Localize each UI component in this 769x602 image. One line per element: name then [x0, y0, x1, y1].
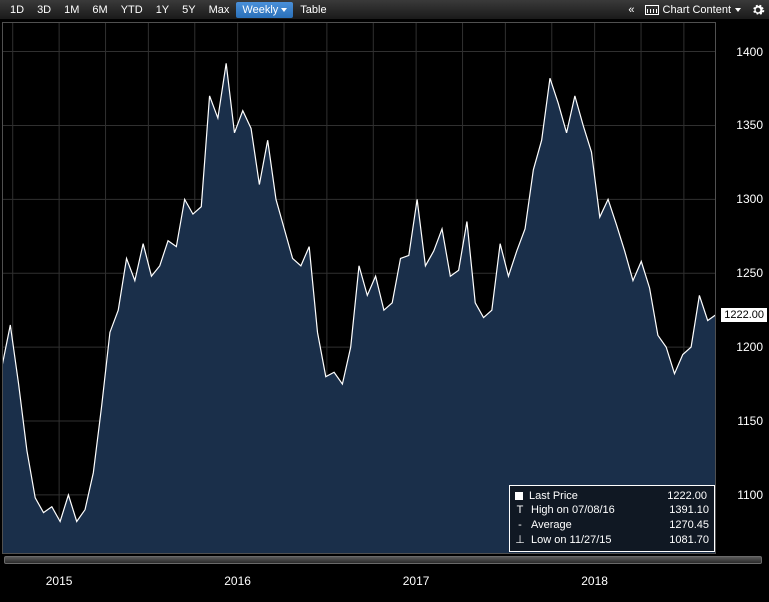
time-btn-table[interactable]: Table — [294, 2, 332, 18]
time-btn-5y[interactable]: 5Y — [176, 2, 201, 18]
time-btn-3d[interactable]: 3D — [31, 2, 57, 18]
time-scrollbar[interactable] — [4, 556, 762, 564]
x-tick-label: 2017 — [403, 574, 430, 588]
time-btn-1m[interactable]: 1M — [58, 2, 85, 18]
y-tick-label: 1350 — [736, 118, 763, 132]
collapse-icon[interactable]: « — [628, 4, 634, 16]
time-btn-1y[interactable]: 1Y — [150, 2, 175, 18]
last-price-badge: 1222.00 — [721, 308, 767, 322]
legend-row: THigh on 07/08/161391.10 — [515, 503, 709, 518]
time-btn-1d[interactable]: 1D — [4, 2, 30, 18]
chart-icon — [645, 5, 659, 15]
time-btn-max[interactable]: Max — [203, 2, 236, 18]
time-btn-ytd[interactable]: YTD — [115, 2, 149, 18]
legend-row: ⊥Low on 11/27/151081.70 — [515, 533, 709, 548]
y-tick-label: 1200 — [736, 340, 763, 354]
chart-content-button[interactable]: Chart Content — [645, 4, 741, 16]
legend-row: Last Price1222.00 — [515, 489, 709, 504]
chevron-down-icon — [735, 8, 741, 12]
y-tick-label: 1400 — [736, 45, 763, 59]
x-tick-label: 2018 — [581, 574, 608, 588]
chart-content-label: Chart Content — [663, 4, 731, 16]
time-btn-6m[interactable]: 6M — [86, 2, 113, 18]
chevron-down-icon — [281, 8, 287, 12]
y-axis: 1100 1150 1200 1250 1300 1350 1400 1222.00 — [717, 22, 767, 554]
y-tick-label: 1100 — [737, 488, 763, 502]
y-tick-label: 1250 — [736, 266, 763, 280]
gear-icon[interactable] — [751, 3, 765, 17]
x-tick-label: 2015 — [46, 574, 73, 588]
x-axis: 2015 2016 2017 2018 — [2, 556, 764, 600]
x-tick-label: 2016 — [224, 574, 251, 588]
y-tick-label: 1300 — [736, 192, 763, 206]
legend-box: Last Price1222.00THigh on 07/08/161391.1… — [509, 485, 715, 552]
legend-row: -Average1270.45 — [515, 518, 709, 533]
time-btn-weekly[interactable]: Weekly — [236, 2, 293, 18]
y-tick-label: 1150 — [737, 414, 763, 428]
toolbar: 1D 3D 1M 6M YTD 1Y 5Y Max Weekly Table «… — [0, 0, 769, 20]
price-chart[interactable] — [2, 22, 716, 554]
